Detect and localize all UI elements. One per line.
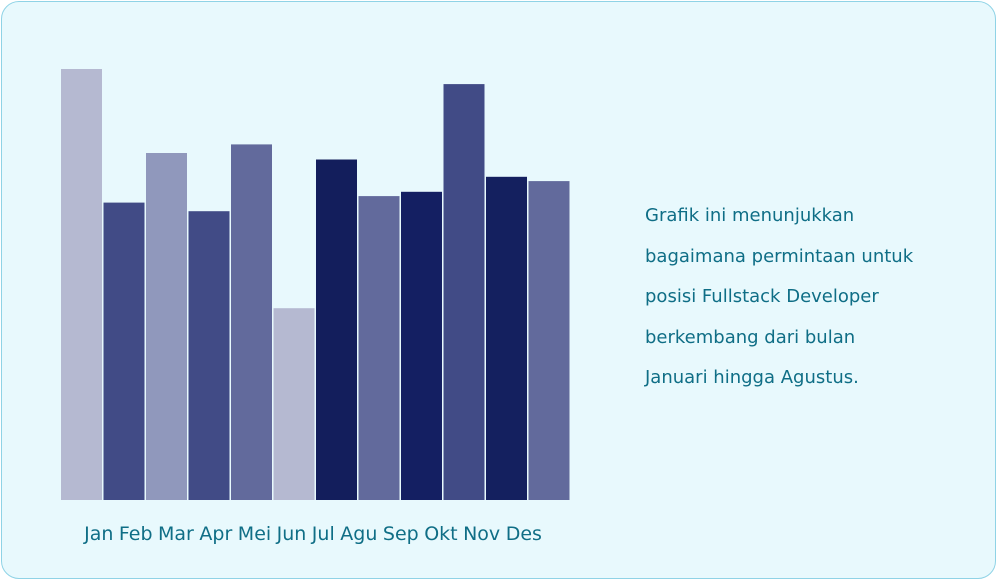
caption-line: berkembang dari bulan (645, 326, 856, 348)
caption-line: posisi Fullstack Developer (645, 286, 879, 307)
x-tick-label-nov: Nov (463, 523, 500, 545)
caption-line: Januari hingga Agustus. (645, 367, 859, 388)
bar-des (528, 181, 570, 500)
bar-nov (486, 176, 527, 501)
bar-agu (358, 196, 400, 500)
x-tick-label-okt: Okt (424, 523, 457, 545)
bar-mei (231, 144, 272, 500)
x-tick-label-agu: Agu (340, 523, 377, 545)
caption-line: bagaimana permintaan untuk (645, 245, 914, 267)
bar-jun (273, 308, 315, 500)
x-tick-label-feb: Feb (119, 523, 153, 545)
x-tick-label-sep: Sep (383, 523, 419, 545)
bar-okt (443, 84, 485, 500)
x-tick-label-apr: Apr (199, 523, 232, 545)
bar-jan (61, 69, 102, 500)
x-tick-label-jan: Jan (83, 523, 113, 545)
x-tick-label-mei: Mei (238, 523, 271, 545)
x-tick-label-jun: Jun (276, 523, 307, 545)
bar-mar (146, 153, 187, 500)
x-tick-label-des: Des (506, 523, 542, 545)
bar-series (61, 69, 570, 501)
x-tick-label-mar: Mar (158, 523, 194, 545)
x-tick-label-jul: Jul (311, 523, 335, 545)
bar-jul (316, 159, 357, 500)
caption-line: Grafik ini menunjukkan (645, 205, 855, 226)
bar-feb (103, 202, 145, 500)
x-axis-tick-labels: Jan Feb Mar Apr Mei Jun Jul Agu Sep Okt Nov Des (83, 523, 542, 545)
bar-apr (188, 211, 230, 500)
bar-sep (401, 191, 442, 501)
chart-description: Grafik ini menunjukkan bagaimana permint… (645, 196, 975, 399)
